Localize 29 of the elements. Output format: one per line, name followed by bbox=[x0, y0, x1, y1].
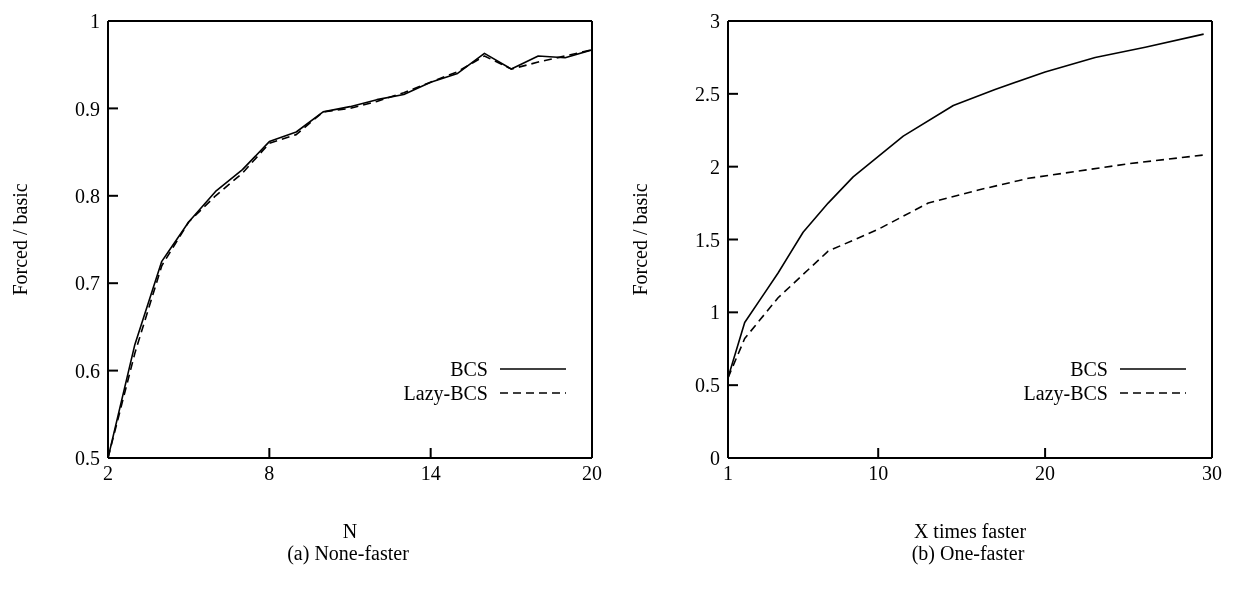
y-axis-title: Forced / basic bbox=[629, 183, 652, 296]
legend-label: Lazy-BCS bbox=[1023, 381, 1108, 405]
y-tick-label: 1 bbox=[90, 10, 100, 33]
x-tick-label: 14 bbox=[420, 462, 441, 485]
x-axis-title: N bbox=[342, 520, 358, 542]
y-axis-title: Forced / basic bbox=[9, 183, 32, 296]
x-tick-label: 30 bbox=[1202, 462, 1222, 485]
y-tick-label: 1 bbox=[710, 301, 720, 324]
legend-label: BCS bbox=[450, 357, 488, 381]
legend-label: BCS bbox=[1070, 357, 1108, 381]
y-tick-label: 0.5 bbox=[75, 447, 100, 470]
y-tick-label: 1.5 bbox=[695, 228, 720, 251]
x-tick-label: 10 bbox=[868, 462, 889, 485]
x-tick-label: 8 bbox=[264, 462, 275, 485]
y-tick-label: 3 bbox=[710, 10, 720, 33]
y-tick-label: 0.5 bbox=[695, 374, 720, 397]
text: (a) None-faster bbox=[286, 542, 410, 565]
x-axis-title: X times faster bbox=[913, 520, 1027, 542]
x-tick-label: 20 bbox=[1035, 462, 1056, 485]
y-tick-label: 0.9 bbox=[75, 97, 100, 120]
x-tick-label: 20 bbox=[582, 462, 602, 485]
y-tick-label: 2 bbox=[710, 155, 720, 178]
legend-label: Lazy-BCS bbox=[403, 381, 488, 405]
y-tick-label: 0 bbox=[710, 447, 720, 470]
y-tick-label: 0.8 bbox=[75, 184, 100, 207]
y-tick-label: 0.7 bbox=[75, 272, 100, 295]
text: (b) One-faster bbox=[910, 542, 1026, 565]
y-tick-label: 0.6 bbox=[75, 359, 100, 382]
y-tick-label: 2.5 bbox=[695, 82, 720, 105]
